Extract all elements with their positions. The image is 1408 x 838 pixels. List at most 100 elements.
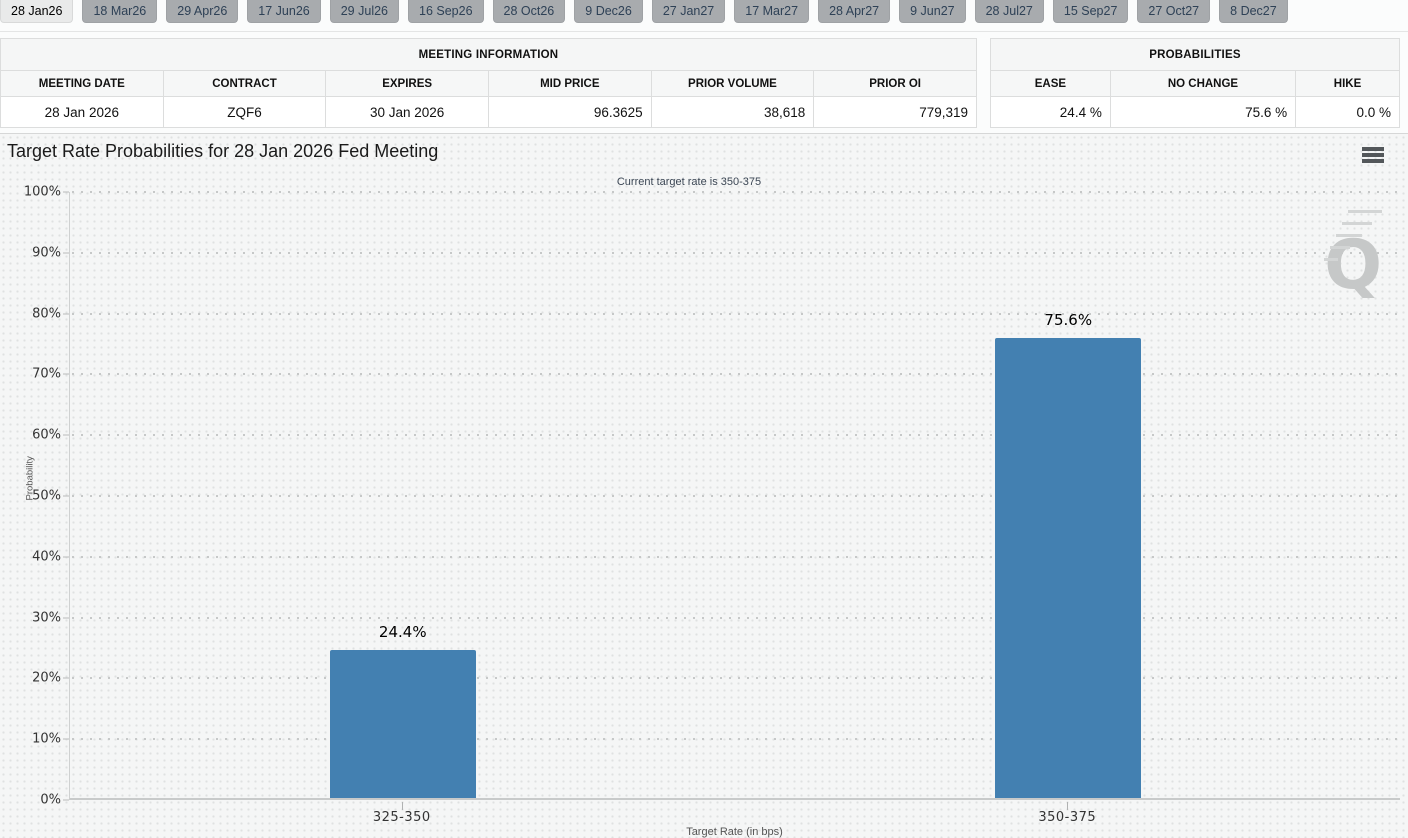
y-tick-mark (63, 738, 69, 740)
chart-title: Target Rate Probabilities for 28 Jan 202… (7, 141, 439, 161)
tab-29-apr26[interactable]: 29 Apr26 (166, 0, 239, 23)
meeting-information-title: MEETING INFORMATION (0, 38, 977, 71)
bar-rect (995, 338, 1142, 798)
bar-rect (329, 649, 476, 798)
y-tick-mark (63, 434, 69, 436)
y-tick-label: 10% (32, 731, 61, 747)
meeting-information-table: MEETING INFORMATION MEETING DATE CONTRACT… (0, 38, 977, 128)
tab-28-jan26[interactable]: 28 Jan26 (0, 0, 74, 23)
y-tick-mark (63, 373, 69, 375)
meeting-information-caption: MEETING INFORMATION (0, 38, 977, 71)
meeting-date-tabs: 28 Jan26 18 Mar26 29 Apr26 17 Jun26 29 Jul26… (0, 0, 1408, 23)
quikstrike-q-watermark-icon: Q (1312, 200, 1382, 300)
y-tick-label: 50% (32, 488, 61, 504)
y-tick-mark (63, 495, 69, 497)
y-tick-mark (63, 556, 69, 558)
tab-28-apr27[interactable]: 28 Apr27 (818, 0, 891, 23)
column-header: CONTRACT (162, 70, 327, 97)
target-rate-chart: Target Rate Probabilities for 28 Jan 202… (0, 134, 1408, 838)
y-tick-mark (63, 617, 69, 619)
column-header: MID PRICE (487, 70, 652, 97)
table-cell: 38,618 (650, 96, 815, 128)
table-cell: 30 Jan 2026 (325, 96, 489, 128)
x-tick-mark (1067, 802, 1069, 810)
y-tick-label: 90% (32, 245, 61, 261)
x-tick-label: 325-350 (372, 810, 431, 825)
column-header: PRIOR OI (813, 70, 977, 97)
tab-28-oct26[interactable]: 28 Oct26 (492, 0, 566, 23)
hamburger-bar (1362, 153, 1384, 157)
tab-17-mar27[interactable]: 17 Mar27 (734, 0, 810, 23)
gridline (72, 738, 1400, 741)
column-header: EXPIRES (325, 70, 489, 97)
tab-8-dec27[interactable]: 8 Dec27 (1219, 0, 1288, 23)
bar-350-375: 75.6% (995, 311, 1142, 798)
hamburger-menu-icon[interactable] (1362, 147, 1384, 165)
table-cell: 75.6 % (1109, 96, 1297, 128)
table-cell: ZQF6 (162, 96, 327, 128)
watermark-speed-line (1348, 210, 1382, 213)
bar-value-label: 24.4% (378, 622, 427, 641)
meeting-information-header-row: MEETING DATE CONTRACT EXPIRES MID PRICE PRIO… (0, 70, 977, 97)
table-cell: 24.4 % (990, 96, 1111, 128)
y-tick-label: 30% (32, 610, 61, 626)
bar-value-label: 75.6% (1044, 311, 1093, 330)
y-tick-label: 20% (32, 670, 61, 686)
watermark-speed-line (1324, 258, 1338, 261)
probabilities-caption: PROBABILITIES (990, 38, 1400, 71)
x-tick-mark (401, 802, 403, 810)
table-cell: 28 Jan 2026 (0, 96, 164, 128)
tab-27-oct27[interactable]: 27 Oct27 (1137, 0, 1211, 23)
chart-subtitle: Current target rate is 350-375 (616, 176, 762, 188)
gridline (72, 555, 1400, 558)
tab-16-sep26[interactable]: 16 Sep26 (408, 0, 484, 23)
y-tick-mark (63, 252, 69, 254)
gridline (72, 616, 1400, 619)
watermark-speed-line (1342, 222, 1372, 225)
tab-17-jun26[interactable]: 17 Jun26 (247, 0, 321, 23)
probabilities-header-row: EASE NO CHANGE HIKE (990, 70, 1400, 97)
tab-28-jul27[interactable]: 28 Jul27 (974, 0, 1044, 23)
y-tick-label: 100% (23, 184, 61, 200)
tab-15-sep27[interactable]: 15 Sep27 (1052, 0, 1129, 23)
column-header: PRIOR VOLUME (650, 70, 815, 97)
top-separator (0, 31, 1408, 32)
probabilities-table: PROBABILITIES EASE NO CHANGE HIKE 24.4 % 75… (990, 38, 1400, 128)
gridline (72, 191, 1400, 193)
section-divider (0, 133, 1408, 134)
bar-325-350: 24.4% (329, 623, 476, 798)
hamburger-bar (1362, 159, 1384, 163)
tab-27-jan27[interactable]: 27 Jan27 (651, 0, 726, 23)
info-tables-row: MEETING INFORMATION MEETING DATE CONTRACT… (0, 38, 1408, 128)
gridline (72, 677, 1400, 680)
plot-area: Probability 0% 10% 20% 30% 40% 50% 60% 70% 80% 90… (24, 185, 1400, 808)
y-tick-mark (63, 191, 69, 193)
probabilities-data-row: 24.4 % 75.6 % 0.0 % (990, 96, 1400, 128)
probabilities-title: PROBABILITIES (990, 38, 1400, 71)
gridline (72, 495, 1400, 497)
x-tick-label: 350-375 (1038, 810, 1097, 825)
hamburger-bar (1362, 147, 1384, 151)
watermark-speed-line (1336, 234, 1362, 237)
meeting-information-data-row: 28 Jan 2026 ZQF6 30 Jan 2026 96.3625 38,618 7… (0, 96, 977, 128)
tab-29-jul26[interactable]: 29 Jul26 (329, 0, 399, 23)
column-header: MEETING DATE (0, 70, 164, 97)
column-header: HIKE (1295, 70, 1400, 97)
column-header: NO CHANGE (1109, 70, 1297, 97)
y-tick-label: 0% (40, 792, 61, 808)
tab-18-mar26[interactable]: 18 Mar26 (82, 0, 158, 23)
tab-9-dec26[interactable]: 9 Dec26 (574, 0, 643, 23)
x-axis-title: Target Rate (in bps) (686, 826, 783, 838)
gridline (72, 251, 1400, 254)
y-tick-label: 70% (32, 366, 61, 382)
y-tick-label: 80% (32, 306, 61, 322)
watermark-speed-line (1330, 246, 1350, 249)
gridline (72, 312, 1400, 315)
y-tick-mark (63, 313, 69, 315)
y-tick-mark (63, 799, 69, 801)
tab-9-jun27[interactable]: 9 Jun27 (899, 0, 966, 23)
y-tick-label: 40% (32, 549, 61, 565)
column-header: EASE (990, 70, 1111, 97)
table-cell: 779,319 (813, 96, 977, 128)
y-tick-label: 60% (32, 427, 61, 443)
